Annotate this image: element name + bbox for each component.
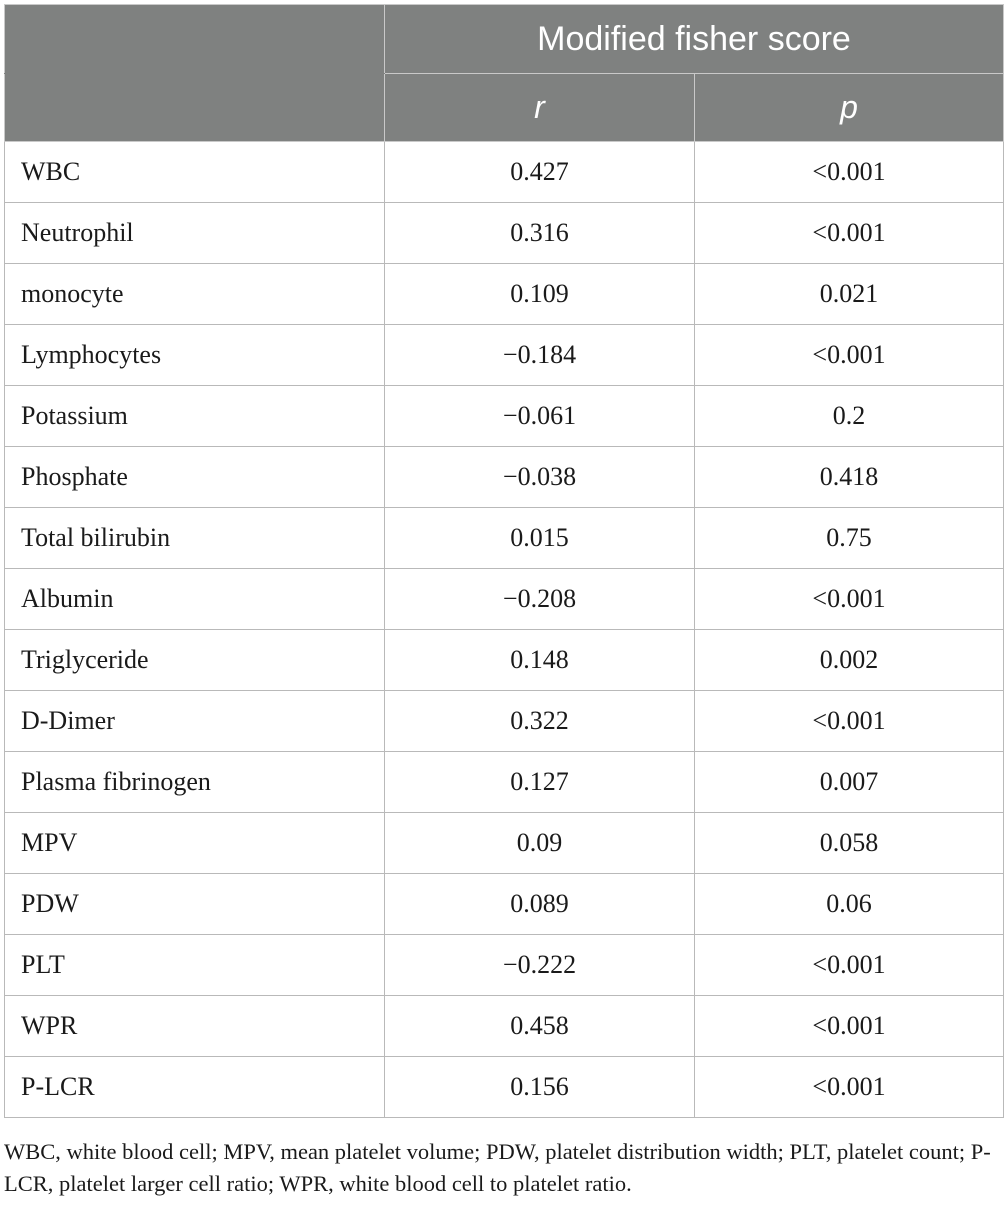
table-row: Triglyceride 0.148 0.002 xyxy=(4,629,1004,691)
variable-cell: Total bilirubin xyxy=(4,507,385,569)
table-header: Modified fisher score r p xyxy=(4,4,1004,142)
table-row: D-Dimer 0.322 <0.001 xyxy=(4,690,1004,752)
r-value-cell: 0.316 xyxy=(384,202,695,264)
group-header-modified-fisher-score: Modified fisher score xyxy=(384,4,1004,74)
table-row: Plasma fibrinogen 0.127 0.007 xyxy=(4,751,1004,813)
table-body: WBC 0.427 <0.001 Neutrophil 0.316 <0.001 monoc… xyxy=(4,141,1004,1118)
variable-cell: PDW xyxy=(4,873,385,935)
variable-cell: Phosphate xyxy=(4,446,385,508)
table-footnote: WBC, white blood cell; MPV, mean platele… xyxy=(4,1139,991,1196)
table-row: Phosphate −0.038 0.418 xyxy=(4,446,1004,508)
p-value-cell: <0.001 xyxy=(694,141,1004,203)
p-value-cell: <0.001 xyxy=(694,202,1004,264)
table-row: WPR 0.458 <0.001 xyxy=(4,995,1004,1057)
correlation-table: Modified fisher score r p WBC 0.427 <0.001… xyxy=(4,4,1004,1118)
variable-cell: WPR xyxy=(4,995,385,1057)
r-value-cell: 0.322 xyxy=(384,690,695,752)
variable-cell: PLT xyxy=(4,934,385,996)
table-row: PLT −0.222 <0.001 xyxy=(4,934,1004,996)
p-value-cell: <0.001 xyxy=(694,934,1004,996)
p-value-cell: 0.418 xyxy=(694,446,1004,508)
r-value-cell: −0.184 xyxy=(384,324,695,386)
p-value-cell: <0.001 xyxy=(694,324,1004,386)
p-value-cell: <0.001 xyxy=(694,995,1004,1057)
variable-cell: P-LCR xyxy=(4,1056,385,1118)
variable-cell: Neutrophil xyxy=(4,202,385,264)
column-header-p: p xyxy=(694,73,1004,142)
header-corner-cell xyxy=(4,4,385,74)
r-value-cell: −0.038 xyxy=(384,446,695,508)
r-value-cell: 0.427 xyxy=(384,141,695,203)
table-row: WBC 0.427 <0.001 xyxy=(4,141,1004,203)
r-value-cell: 0.458 xyxy=(384,995,695,1057)
r-value-cell: 0.015 xyxy=(384,507,695,569)
p-value-cell: <0.001 xyxy=(694,1056,1004,1118)
variable-cell: Albumin xyxy=(4,568,385,630)
p-value-cell: <0.001 xyxy=(694,690,1004,752)
r-value-cell: −0.208 xyxy=(384,568,695,630)
p-value-cell: 0.021 xyxy=(694,263,1004,325)
r-value-cell: 0.089 xyxy=(384,873,695,935)
r-value-cell: 0.148 xyxy=(384,629,695,691)
table-row: Albumin −0.208 <0.001 xyxy=(4,568,1004,630)
r-value-cell: −0.222 xyxy=(384,934,695,996)
table-row: Potassium −0.061 0.2 xyxy=(4,385,1004,447)
r-value-cell: 0.127 xyxy=(384,751,695,813)
r-value-cell: 0.156 xyxy=(384,1056,695,1118)
p-value-cell: 0.007 xyxy=(694,751,1004,813)
variable-cell: Potassium xyxy=(4,385,385,447)
variable-cell: monocyte xyxy=(4,263,385,325)
variable-cell: D-Dimer xyxy=(4,690,385,752)
variable-cell: Plasma fibrinogen xyxy=(4,751,385,813)
p-value-cell: 0.75 xyxy=(694,507,1004,569)
header-corner-cell-lower xyxy=(4,73,385,142)
variable-cell: Triglyceride xyxy=(4,629,385,691)
p-value-cell: <0.001 xyxy=(694,568,1004,630)
r-value-cell: 0.109 xyxy=(384,263,695,325)
p-value-cell: 0.058 xyxy=(694,812,1004,874)
variable-cell: Lymphocytes xyxy=(4,324,385,386)
table-row: Lymphocytes −0.184 <0.001 xyxy=(4,324,1004,386)
r-value-cell: 0.09 xyxy=(384,812,695,874)
p-value-cell: 0.2 xyxy=(694,385,1004,447)
r-value-cell: −0.061 xyxy=(384,385,695,447)
table-row: monocyte 0.109 0.021 xyxy=(4,263,1004,325)
variable-cell: WBC xyxy=(4,141,385,203)
table-row: P-LCR 0.156 <0.001 xyxy=(4,1056,1004,1118)
table-row: MPV 0.09 0.058 xyxy=(4,812,1004,874)
table-row: PDW 0.089 0.06 xyxy=(4,873,1004,935)
column-header-r: r xyxy=(384,73,695,142)
header-row-group: Modified fisher score xyxy=(4,4,1004,74)
table-row: Neutrophil 0.316 <0.001 xyxy=(4,202,1004,264)
p-value-cell: 0.06 xyxy=(694,873,1004,935)
header-row-columns: r p xyxy=(4,73,1004,142)
variable-cell: MPV xyxy=(4,812,385,874)
table-row: Total bilirubin 0.015 0.75 xyxy=(4,507,1004,569)
p-value-cell: 0.002 xyxy=(694,629,1004,691)
